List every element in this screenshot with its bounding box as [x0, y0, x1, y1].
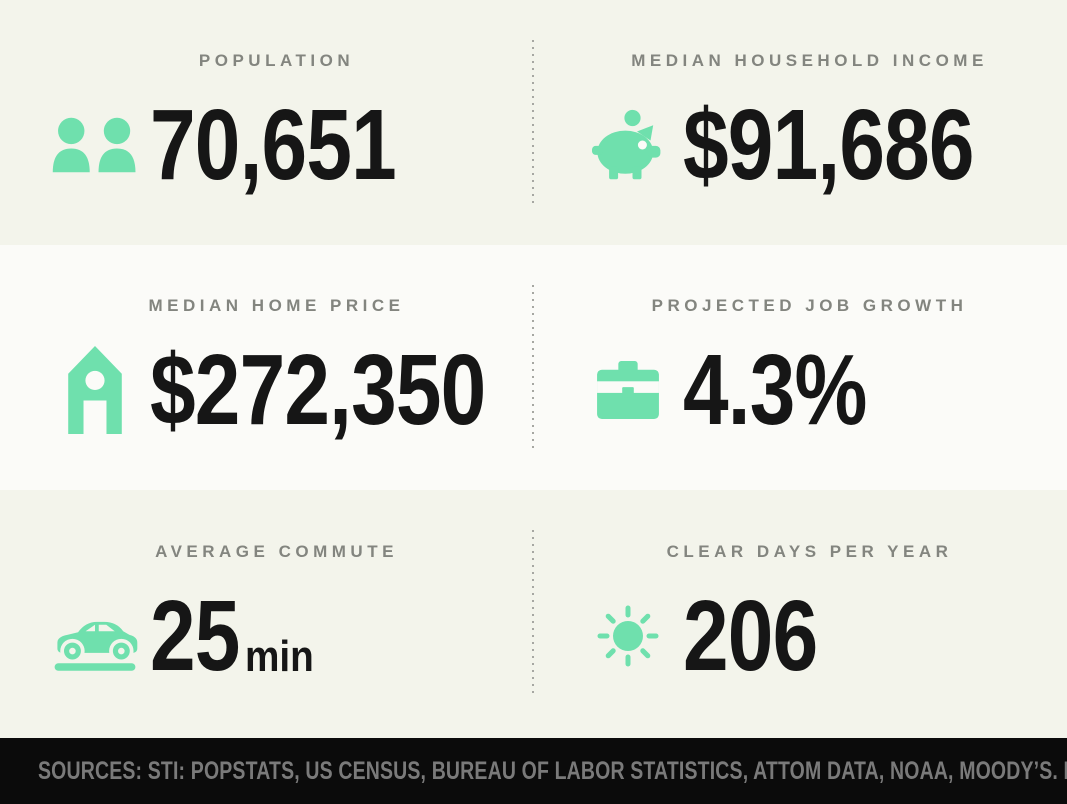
stat-unit: min [245, 632, 315, 681]
stat-value: 25 [150, 580, 240, 692]
stat-card-median-home-price: MEDIAN HOME PRICE $272,350 [0, 245, 533, 490]
stat-row-3: AVERAGE COMMUTE [0, 490, 1067, 738]
sources-footer: SOURCES: STI: POPSTATS, US CENSUS, BUREA… [0, 738, 1067, 804]
stat-card-median-household-income: MEDIAN HOUSEHOLD INCOME $91,686 [533, 0, 1066, 245]
stat-card-average-commute: AVERAGE COMMUTE [0, 490, 533, 738]
stat-label: MEDIAN HOUSEHOLD INCOME [631, 50, 988, 70]
stat-value: $91,686 [683, 88, 974, 201]
stat-label: PROJECTED JOB GROWTH [651, 295, 968, 315]
stat-card-projected-job-growth: PROJECTED JOB GROWTH 4.3% [533, 245, 1066, 490]
stat-card-clear-days-per-year: CLEAR DAYS PER YEAR [533, 490, 1066, 738]
briefcase-icon [573, 340, 683, 440]
stat-label: CLEAR DAYS PER YEAR [666, 542, 953, 561]
stat-row-2: MEDIAN HOME PRICE $272,350 PROJECTED JOB… [0, 245, 1067, 490]
stat-value: 206 [683, 580, 818, 692]
stat-card-population: POPULATION 70,651 [0, 0, 533, 245]
stat-value: $272,350 [150, 333, 486, 446]
dotted-divider [532, 285, 534, 450]
piggy-bank-icon [573, 95, 683, 195]
stat-label: POPULATION [198, 50, 355, 70]
dotted-divider [532, 530, 534, 695]
people-icon [40, 95, 150, 195]
car-icon [40, 586, 150, 686]
stat-value: 70,651 [150, 88, 397, 201]
dotted-divider [532, 40, 534, 205]
stat-row-1: POPULATION 70,651 MEDIAN HOUSEHOLD INCOM… [0, 0, 1067, 245]
house-icon [40, 340, 150, 440]
sun-icon [573, 586, 683, 686]
stat-label: MEDIAN HOME PRICE [148, 295, 405, 315]
stat-value: 4.3% [683, 333, 867, 446]
sources-text: SOURCES: STI: POPSTATS, US CENSUS, BUREA… [38, 756, 1067, 785]
stat-label: AVERAGE COMMUTE [155, 542, 398, 561]
